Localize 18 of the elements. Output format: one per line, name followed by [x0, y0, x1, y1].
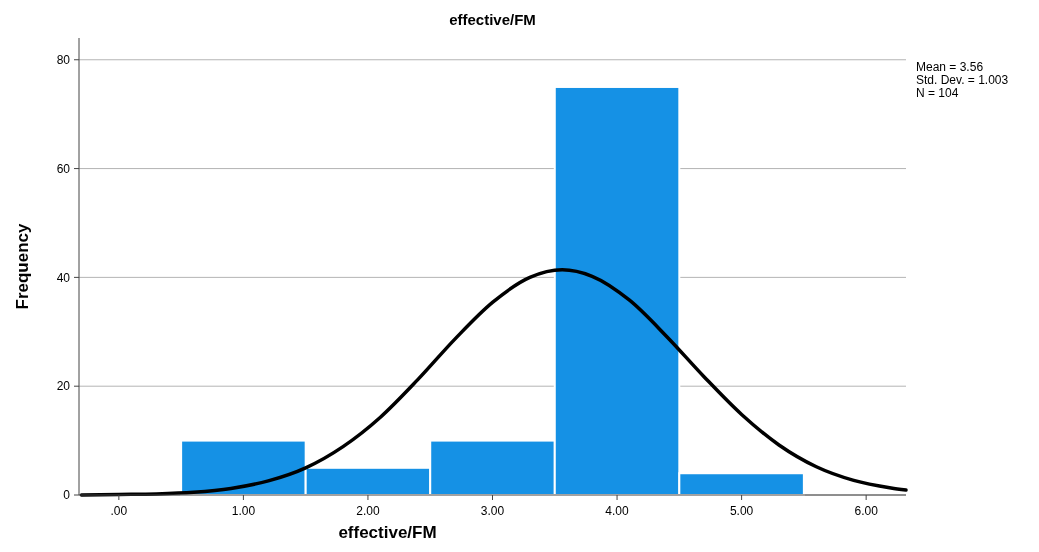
text: Mean = 3.56	[916, 60, 984, 74]
x-tick-label: 5.00	[729, 504, 754, 518]
x-tick-label: 2.00	[356, 504, 380, 518]
text: Std. Dev. = 1.003	[916, 73, 1009, 87]
text: N = 104	[916, 86, 959, 100]
x-tick-label: .00	[110, 504, 128, 518]
y-axis-title: Frequency	[13, 222, 32, 310]
y-tick-label: 20	[56, 379, 71, 394]
y-tick-label: 60	[56, 161, 71, 176]
x-axis-title: effective/FM	[338, 523, 437, 542]
x-tick-label: 6.00	[854, 504, 879, 518]
x-tick-label: 1.00	[231, 504, 256, 518]
y-tick-label: 40	[56, 270, 71, 285]
y-tick-label: 80	[56, 52, 71, 67]
y-tick-label: 0	[63, 488, 71, 503]
chart-title: effective/FM	[449, 11, 536, 28]
x-tick-label: 3.00	[480, 504, 505, 518]
x-tick-label: 4.00	[605, 504, 630, 518]
